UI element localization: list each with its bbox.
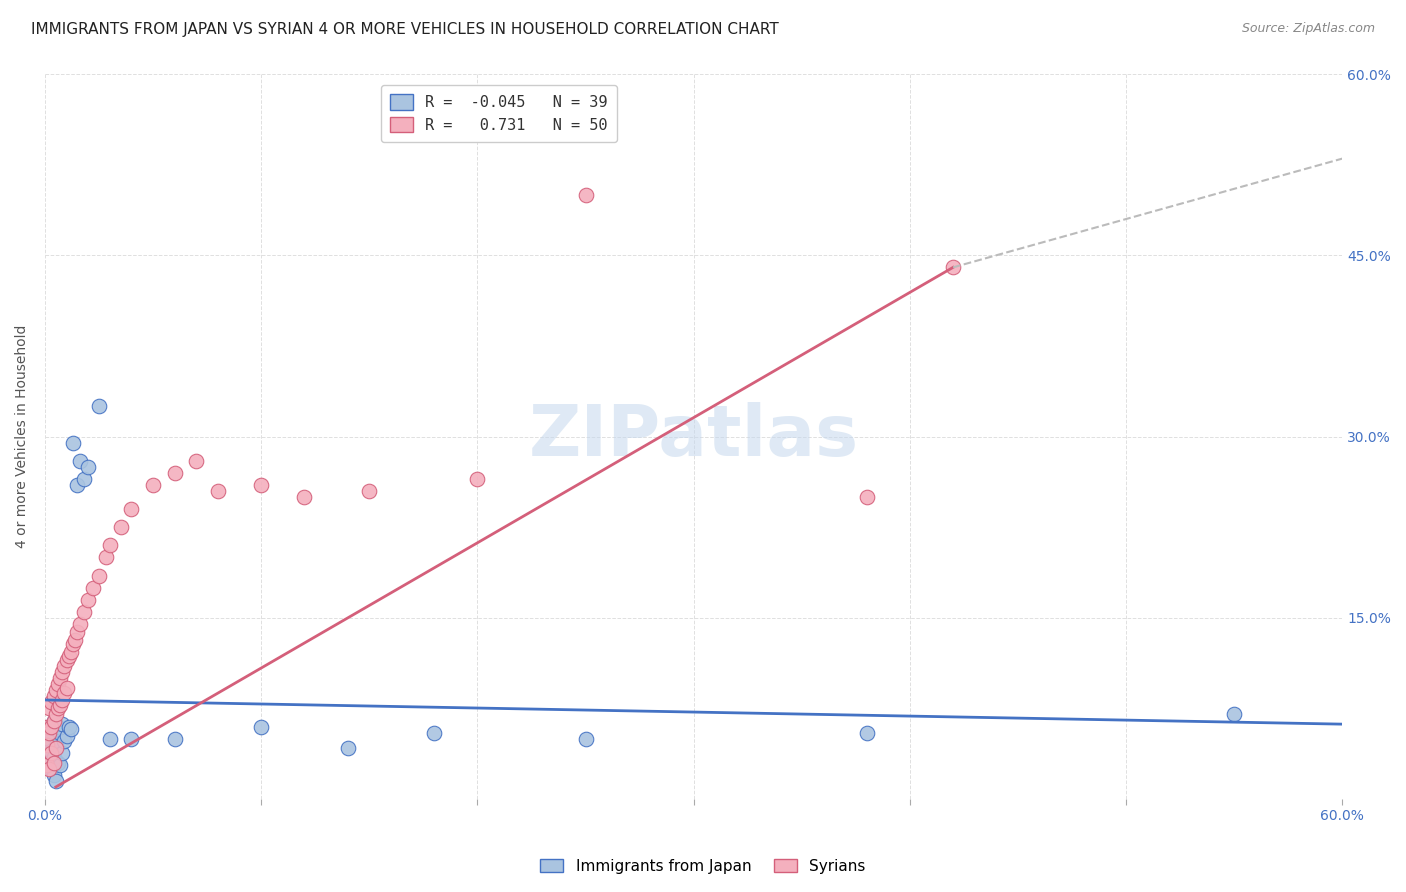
- Point: [37, 725, 59, 739]
- Point: [41, 762, 63, 776]
- Point: [53, 686, 76, 700]
- Point: [53, 734, 76, 748]
- Point: [120, 502, 142, 516]
- Point: [55, 729, 77, 743]
- Point: [73, 605, 96, 619]
- Point: [42, 714, 65, 728]
- Point: [42, 690, 65, 704]
- Point: [94, 550, 117, 565]
- Point: [45, 683, 67, 698]
- Point: [37, 738, 59, 752]
- Point: [98, 731, 121, 746]
- Point: [87, 400, 110, 414]
- Point: [42, 756, 65, 770]
- Point: [49, 725, 72, 739]
- Point: [37, 758, 59, 772]
- Point: [69, 453, 91, 467]
- Point: [51, 717, 73, 731]
- Point: [59, 722, 82, 736]
- Point: [51, 693, 73, 707]
- Text: ZIPatlas: ZIPatlas: [529, 402, 859, 471]
- Point: [55, 681, 77, 695]
- Point: [77, 592, 100, 607]
- Point: [65, 632, 87, 647]
- Point: [45, 741, 67, 756]
- Point: [45, 707, 67, 722]
- Legend: R =  -0.045   N = 39, R =   0.731   N = 50: R = -0.045 N = 39, R = 0.731 N = 50: [381, 86, 617, 142]
- Y-axis label: 4 or more Vehicles in Household: 4 or more Vehicles in Household: [15, 325, 30, 549]
- Point: [51, 665, 73, 680]
- Point: [38, 725, 60, 739]
- Point: [37, 741, 59, 756]
- Point: [59, 645, 82, 659]
- Point: [46, 756, 69, 770]
- Point: [120, 731, 142, 746]
- Point: [82, 581, 104, 595]
- Point: [855, 490, 877, 504]
- Point: [163, 731, 186, 746]
- Point: [41, 744, 63, 758]
- Point: [87, 568, 110, 582]
- Point: [1223, 707, 1246, 722]
- Point: [53, 659, 76, 673]
- Point: [250, 478, 273, 492]
- Point: [38, 762, 60, 776]
- Point: [110, 520, 132, 534]
- Point: [423, 725, 446, 739]
- Point: [62, 435, 84, 450]
- Point: [45, 773, 67, 788]
- Point: [49, 698, 72, 712]
- Point: [574, 187, 596, 202]
- Point: [336, 741, 359, 756]
- Point: [855, 725, 877, 739]
- Point: [37, 720, 59, 734]
- Point: [49, 671, 72, 685]
- Point: [42, 768, 65, 782]
- Point: [58, 649, 80, 664]
- Point: [207, 483, 229, 498]
- Point: [66, 478, 89, 492]
- Point: [38, 701, 60, 715]
- Point: [62, 637, 84, 651]
- Point: [45, 722, 67, 736]
- Point: [41, 720, 63, 734]
- Point: [942, 260, 965, 275]
- Point: [186, 453, 208, 467]
- Point: [58, 720, 80, 734]
- Point: [55, 653, 77, 667]
- Point: [42, 714, 65, 728]
- Point: [38, 756, 60, 770]
- Point: [41, 695, 63, 709]
- Point: [41, 725, 63, 739]
- Point: [359, 483, 381, 498]
- Point: [46, 720, 69, 734]
- Point: [51, 746, 73, 760]
- Point: [163, 466, 186, 480]
- Point: [49, 758, 72, 772]
- Point: [45, 738, 67, 752]
- Point: [142, 478, 165, 492]
- Point: [66, 625, 89, 640]
- Text: IMMIGRANTS FROM JAPAN VS SYRIAN 4 OR MORE VEHICLES IN HOUSEHOLD CORRELATION CHAR: IMMIGRANTS FROM JAPAN VS SYRIAN 4 OR MOR…: [31, 22, 779, 37]
- Point: [46, 677, 69, 691]
- Point: [46, 701, 69, 715]
- Point: [41, 746, 63, 760]
- Point: [69, 616, 91, 631]
- Point: [77, 459, 100, 474]
- Point: [574, 731, 596, 746]
- Point: [73, 472, 96, 486]
- Point: [98, 538, 121, 552]
- Text: Source: ZipAtlas.com: Source: ZipAtlas.com: [1241, 22, 1375, 36]
- Point: [38, 731, 60, 746]
- Point: [467, 472, 489, 486]
- Point: [38, 720, 60, 734]
- Point: [42, 749, 65, 764]
- Point: [294, 490, 316, 504]
- Legend: Immigrants from Japan, Syrians: Immigrants from Japan, Syrians: [534, 853, 872, 880]
- Point: [250, 720, 273, 734]
